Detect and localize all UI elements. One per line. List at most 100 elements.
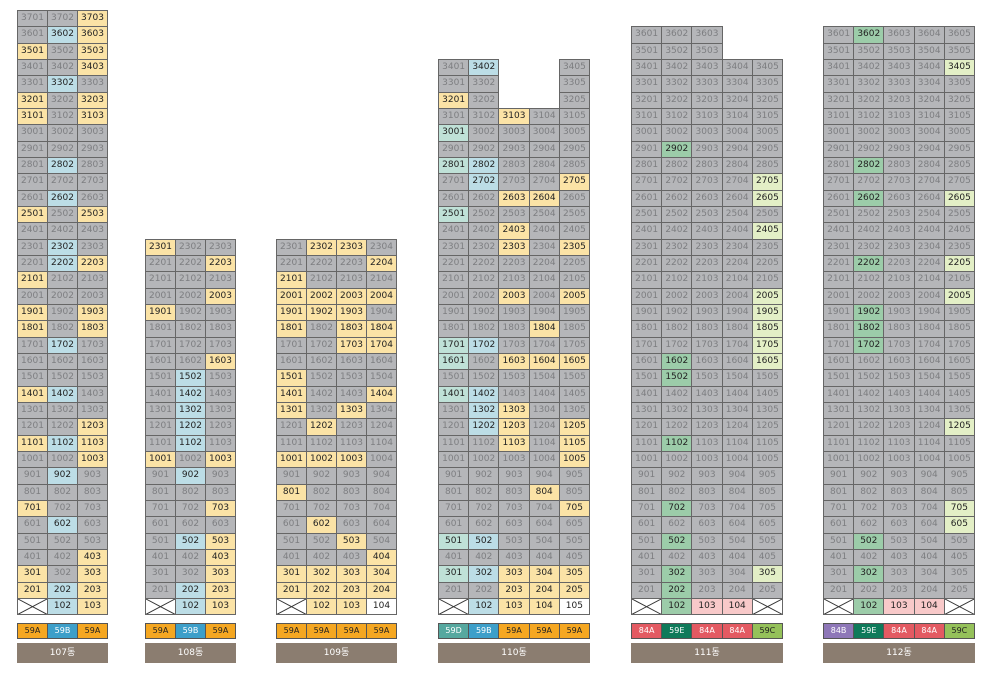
- unit-2104[interactable]: 2104: [913, 271, 945, 289]
- unit-701[interactable]: 701: [145, 500, 176, 518]
- unit-3102[interactable]: 3102: [661, 108, 693, 126]
- unit-2305[interactable]: 2305: [558, 238, 590, 257]
- unit-1503[interactable]: 1503: [205, 369, 236, 387]
- unit-701[interactable]: 701: [17, 500, 48, 518]
- unit-1802[interactable]: 1802: [47, 320, 78, 338]
- unit-3305[interactable]: 3305: [943, 75, 975, 93]
- unit-2001[interactable]: 2001: [276, 287, 307, 306]
- unit-2404[interactable]: 2404: [913, 222, 945, 240]
- unit-1403[interactable]: 1403: [336, 385, 367, 404]
- unit-2804[interactable]: 2804: [528, 157, 560, 175]
- unit-2903[interactable]: 2903: [691, 140, 723, 159]
- unit-2203[interactable]: 2203: [883, 255, 915, 273]
- unit-404[interactable]: 404: [721, 549, 753, 567]
- unit-1701[interactable]: 1701: [17, 336, 48, 355]
- unit-3303[interactable]: 3303: [691, 75, 723, 93]
- no-unit-cell[interactable]: [438, 598, 470, 616]
- unit-1805[interactable]: 1805: [558, 320, 590, 338]
- unit-1903[interactable]: 1903: [336, 304, 367, 322]
- unit-3105[interactable]: 3105: [943, 108, 975, 126]
- unit-1601[interactable]: 1601: [17, 353, 48, 371]
- unit-1904[interactable]: 1904: [366, 304, 397, 322]
- unit-2105[interactable]: 2105: [751, 271, 783, 289]
- unit-201[interactable]: 201: [145, 581, 176, 599]
- unit-2304[interactable]: 2304: [913, 238, 945, 257]
- unit-3603[interactable]: 3603: [883, 26, 915, 44]
- unit-2605[interactable]: 2605: [558, 189, 590, 208]
- unit-1704[interactable]: 1704: [528, 336, 560, 355]
- unit-505[interactable]: 505: [558, 532, 590, 550]
- unit-204[interactable]: 204: [721, 581, 753, 599]
- unit-1902[interactable]: 1902: [853, 304, 885, 322]
- unit-702[interactable]: 702: [468, 500, 500, 518]
- unit-2905[interactable]: 2905: [943, 140, 975, 159]
- unit-2201[interactable]: 2201: [17, 255, 48, 273]
- unit-2403[interactable]: 2403: [77, 222, 108, 240]
- unit-1803[interactable]: 1803: [205, 320, 236, 338]
- unit-1705[interactable]: 1705: [943, 336, 975, 355]
- unit-901[interactable]: 901: [438, 467, 470, 485]
- unit-2103[interactable]: 2103: [498, 271, 530, 289]
- unit-2302[interactable]: 2302: [47, 238, 78, 257]
- unit-404[interactable]: 404: [528, 549, 560, 567]
- unit-2802[interactable]: 2802: [468, 157, 500, 175]
- unit-1502[interactable]: 1502: [306, 369, 337, 387]
- unit-2102[interactable]: 2102: [306, 271, 337, 289]
- unit-3001[interactable]: 3001: [17, 124, 48, 142]
- unit-1202[interactable]: 1202: [468, 418, 500, 436]
- unit-3502[interactable]: 3502: [47, 42, 78, 61]
- unit-1104[interactable]: 1104: [913, 434, 945, 453]
- unit-305[interactable]: 305: [751, 565, 783, 583]
- unit-1203[interactable]: 1203: [77, 418, 108, 436]
- unit-1205[interactable]: 1205: [751, 418, 783, 436]
- unit-2605[interactable]: 2605: [943, 189, 975, 208]
- unit-904[interactable]: 904: [528, 467, 560, 485]
- unit-3101[interactable]: 3101: [631, 108, 663, 126]
- unit-204[interactable]: 204: [366, 581, 397, 599]
- unit-903[interactable]: 903: [883, 467, 915, 485]
- unit-2901[interactable]: 2901: [17, 140, 48, 159]
- unit-1902[interactable]: 1902: [175, 304, 206, 322]
- unit-1204[interactable]: 1204: [913, 418, 945, 436]
- unit-1005[interactable]: 1005: [943, 451, 975, 469]
- unit-1503[interactable]: 1503: [77, 369, 108, 387]
- unit-3503[interactable]: 3503: [77, 42, 108, 61]
- unit-1902[interactable]: 1902: [306, 304, 337, 322]
- unit-2005[interactable]: 2005: [943, 287, 975, 306]
- unit-401[interactable]: 401: [276, 549, 307, 567]
- unit-1501[interactable]: 1501: [17, 369, 48, 387]
- unit-605[interactable]: 605: [751, 516, 783, 534]
- unit-203[interactable]: 203: [77, 581, 108, 599]
- unit-1404[interactable]: 1404: [913, 385, 945, 404]
- unit-1901[interactable]: 1901: [823, 304, 855, 322]
- unit-2203[interactable]: 2203: [77, 255, 108, 273]
- unit-2002[interactable]: 2002: [853, 287, 885, 306]
- unit-1204[interactable]: 1204: [721, 418, 753, 436]
- unit-2504[interactable]: 2504: [913, 206, 945, 224]
- unit-603[interactable]: 603: [336, 516, 367, 534]
- unit-2105[interactable]: 2105: [558, 271, 590, 289]
- unit-2505[interactable]: 2505: [558, 206, 590, 224]
- unit-103[interactable]: 103: [691, 598, 723, 616]
- unit-3405[interactable]: 3405: [943, 59, 975, 77]
- unit-1101[interactable]: 1101: [276, 434, 307, 453]
- unit-2202[interactable]: 2202: [175, 255, 206, 273]
- unit-1203[interactable]: 1203: [205, 418, 236, 436]
- unit-1204[interactable]: 1204: [528, 418, 560, 436]
- unit-2003[interactable]: 2003: [691, 287, 723, 306]
- unit-1103[interactable]: 1103: [691, 434, 723, 453]
- unit-1302[interactable]: 1302: [468, 402, 500, 420]
- unit-3503[interactable]: 3503: [883, 42, 915, 61]
- unit-3201[interactable]: 3201: [438, 91, 470, 110]
- unit-102[interactable]: 102: [661, 598, 693, 616]
- unit-1005[interactable]: 1005: [558, 451, 590, 469]
- unit-3701[interactable]: 3701: [17, 10, 48, 28]
- unit-705[interactable]: 705: [751, 500, 783, 518]
- unit-1604[interactable]: 1604: [366, 353, 397, 371]
- unit-1304[interactable]: 1304: [913, 402, 945, 420]
- unit-2202[interactable]: 2202: [853, 255, 885, 273]
- unit-602[interactable]: 602: [468, 516, 500, 534]
- unit-3401[interactable]: 3401: [17, 59, 48, 77]
- unit-1905[interactable]: 1905: [558, 304, 590, 322]
- unit-301[interactable]: 301: [276, 565, 307, 583]
